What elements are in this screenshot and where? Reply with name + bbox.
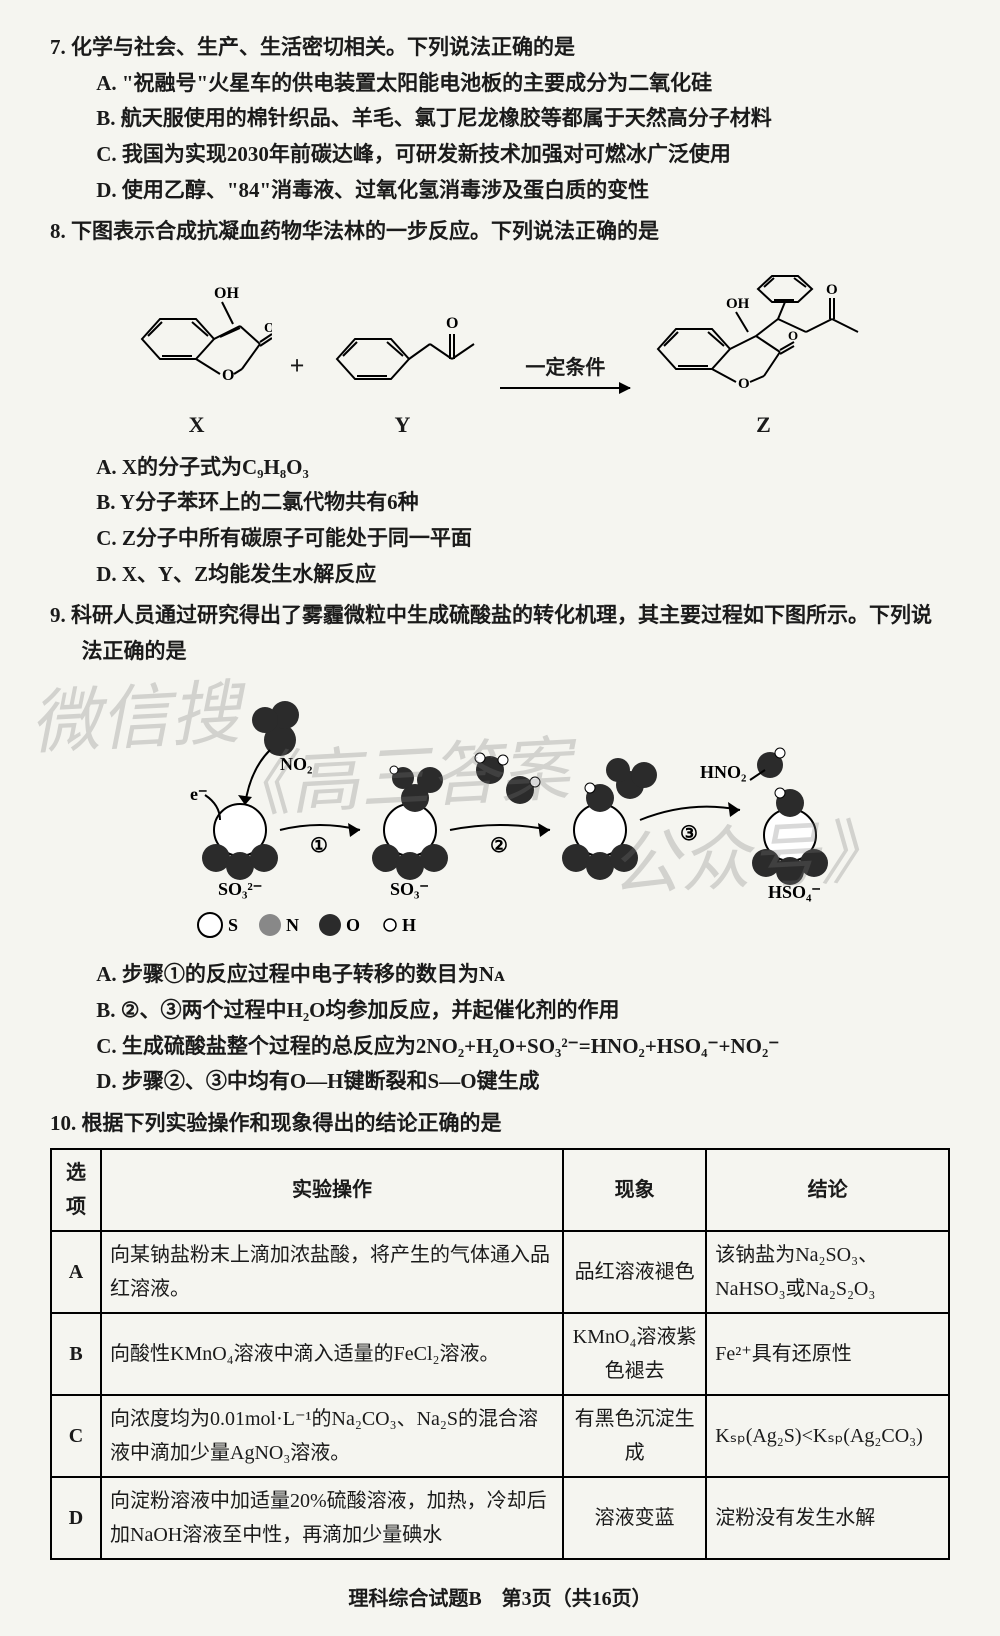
x-label: X bbox=[122, 406, 272, 443]
molecule-z: O O OH O bbox=[648, 264, 878, 443]
svg-text:HSO₄⁻: HSO₄⁻ bbox=[768, 882, 821, 902]
q7-option-b: B. 航天服使用的棉针织品、羊毛、氯丁尼龙橡胶等都属于天然高分子材料 bbox=[50, 101, 950, 137]
q9-stem-text: 科研人员通过研究得出了雾霾微粒中生成硫酸盐的转化机理，其主要过程如下图所示。下列… bbox=[71, 603, 932, 663]
q7-stem: 7. 化学与社会、生产、生活密切相关。下列说法正确的是 bbox=[50, 30, 950, 66]
svg-text:NO₂: NO₂ bbox=[280, 754, 312, 774]
q10-num: 10. bbox=[50, 1111, 76, 1135]
svg-text:O: O bbox=[826, 282, 838, 298]
molecule-y-svg: O bbox=[322, 294, 482, 404]
cell-d-con: 淀粉没有发生水解 bbox=[706, 1477, 949, 1559]
molecule-x-svg: OH O O bbox=[122, 284, 272, 404]
y-label: Y bbox=[322, 406, 482, 443]
svg-text:e⁻: e⁻ bbox=[190, 784, 208, 804]
svg-text:O: O bbox=[222, 367, 234, 384]
q10-stem: 10. 根据下列实验操作和现象得出的结论正确的是 bbox=[50, 1106, 950, 1142]
q8-option-d: D. X、Y、Z均能发生水解反应 bbox=[50, 557, 950, 593]
cell-c-key: C bbox=[51, 1395, 101, 1477]
cell-b-con: Fe²⁺具有还原性 bbox=[706, 1313, 949, 1395]
question-10: 10. 根据下列实验操作和现象得出的结论正确的是 选项 实验操作 现象 结论 A… bbox=[50, 1106, 950, 1560]
cell-d-key: D bbox=[51, 1477, 101, 1559]
cell-c-con: Kₛₚ(Ag₂S)<Kₛₚ(Ag₂CO₃) bbox=[706, 1395, 949, 1477]
q8-option-a: A. X的分子式为C₉H₈O₃ bbox=[50, 450, 950, 486]
q7-option-c: C. 我国为实现2030年前碳达峰，可研发新技术加强对可燃冰广泛使用 bbox=[50, 137, 950, 173]
svg-text:O: O bbox=[264, 321, 272, 336]
svg-text:②: ② bbox=[490, 835, 508, 857]
reaction-arrow: 一定条件 bbox=[500, 351, 630, 444]
q9-option-d: D. 步骤②、③中均有O—H键断裂和S—O键生成 bbox=[50, 1064, 950, 1100]
th-option: 选项 bbox=[51, 1149, 101, 1231]
th-conclusion: 结论 bbox=[706, 1149, 949, 1231]
svg-text:N: N bbox=[286, 915, 299, 935]
cell-b-key: B bbox=[51, 1313, 101, 1395]
svg-text:HNO₂: HNO₂ bbox=[700, 762, 746, 782]
q8-reaction-scheme: OH O O X bbox=[50, 264, 950, 443]
q9-option-c: C. 生成硫酸盐整个过程的总反应为2NO₂+H₂O+SO₃²⁻=HNO₂+HSO… bbox=[50, 1029, 950, 1065]
q9-option-a: A. 步骤①的反应过程中电子转移的数目为Nᴀ bbox=[50, 957, 950, 993]
molecule-x: OH O O X bbox=[122, 284, 272, 443]
svg-text:S: S bbox=[228, 915, 238, 935]
molecule-y: O Y bbox=[322, 294, 482, 443]
svg-text:③: ③ bbox=[680, 823, 698, 845]
q9-mechanism-figure: 微信搜 《高三答案 公众号》 NO₂ e⁻ SO₃²⁻ ① SO₃⁻ bbox=[50, 680, 950, 952]
q7-option-a: A. "祝融号"火星车的供电装置太阳能电池板的主要成分为二氧化硅 bbox=[50, 66, 950, 102]
q8-num: 8. bbox=[50, 219, 66, 243]
q9-option-b: B. ②、③两个过程中H₂O均参加反应，并起催化剂的作用 bbox=[50, 993, 950, 1029]
q7-stem-text: 化学与社会、生产、生活密切相关。下列说法正确的是 bbox=[71, 35, 575, 59]
q8-stem: 8. 下图表示合成抗凝血药物华法林的一步反应。下列说法正确的是 bbox=[50, 214, 950, 250]
svg-text:O: O bbox=[738, 376, 750, 392]
table-header-row: 选项 实验操作 现象 结论 bbox=[51, 1149, 949, 1231]
svg-text:H: H bbox=[402, 915, 416, 935]
q9-stem: 9. 科研人员通过研究得出了雾霾微粒中生成硫酸盐的转化机理，其主要过程如下图所示… bbox=[50, 598, 950, 669]
q8-option-b: B. Y分子苯环上的二氯代物共有6种 bbox=[50, 485, 950, 521]
table-row: B 向酸性KMnO₄溶液中滴入适量的FeCl₂溶液。 KMnO₄溶液紫色褪去 F… bbox=[51, 1313, 949, 1395]
q7-num: 7. bbox=[50, 35, 66, 59]
q9-num: 9. bbox=[50, 603, 66, 627]
cell-d-ph: 溶液变蓝 bbox=[563, 1477, 706, 1559]
q7-option-d: D. 使用乙醇、"84"消毒液、过氧化氢消毒涉及蛋白质的变性 bbox=[50, 173, 950, 209]
th-phenomenon: 现象 bbox=[563, 1149, 706, 1231]
cell-a-key: A bbox=[51, 1231, 101, 1313]
question-9: 9. 科研人员通过研究得出了雾霾微粒中生成硫酸盐的转化机理，其主要过程如下图所示… bbox=[50, 598, 950, 1100]
molecule-z-svg: O O OH O bbox=[648, 264, 878, 404]
question-8: 8. 下图表示合成抗凝血药物华法林的一步反应。下列说法正确的是 OH O bbox=[50, 214, 950, 592]
cell-b-op: 向酸性KMnO₄溶液中滴入适量的FeCl₂溶液。 bbox=[101, 1313, 563, 1395]
cell-a-ph: 品红溶液褪色 bbox=[563, 1231, 706, 1313]
table-row: D 向淀粉溶液中加适量20%硫酸溶液，加热，冷却后加NaOH溶液至中性，再滴加少… bbox=[51, 1477, 949, 1559]
table-row: A 向某钠盐粉末上滴加浓盐酸，将产生的气体通入品红溶液。 品红溶液褪色 该钠盐为… bbox=[51, 1231, 949, 1313]
cell-c-ph: 有黑色沉淀生成 bbox=[563, 1395, 706, 1477]
q10-table: 选项 实验操作 现象 结论 A 向某钠盐粉末上滴加浓盐酸，将产生的气体通入品红溶… bbox=[50, 1148, 950, 1560]
cell-b-ph: KMnO₄溶液紫色褪去 bbox=[563, 1313, 706, 1395]
svg-text:SO₃²⁻: SO₃²⁻ bbox=[218, 879, 262, 899]
cell-a-con: 该钠盐为Na₂SO₃、NaHSO₃或Na₂S₂O₃ bbox=[706, 1231, 949, 1313]
arrow-label: 一定条件 bbox=[500, 351, 630, 385]
svg-text:O: O bbox=[788, 328, 798, 343]
mechanism-svg: NO₂ e⁻ SO₃²⁻ ① SO₃⁻ ② bbox=[120, 680, 880, 940]
question-7: 7. 化学与社会、生产、生活密切相关。下列说法正确的是 A. "祝融号"火星车的… bbox=[50, 30, 950, 208]
page-footer: 理科综合试题B 第3页（共16页） bbox=[50, 1582, 950, 1616]
z-label: Z bbox=[648, 406, 878, 443]
svg-text:O: O bbox=[446, 315, 458, 332]
q8-stem-text: 下图表示合成抗凝血药物华法林的一步反应。下列说法正确的是 bbox=[71, 219, 659, 243]
table-row: C 向浓度均为0.01mol·L⁻¹的Na₂CO₃、Na₂S的混合溶液中滴加少量… bbox=[51, 1395, 949, 1477]
oh-label: OH bbox=[214, 285, 239, 302]
cell-c-op: 向浓度均为0.01mol·L⁻¹的Na₂CO₃、Na₂S的混合溶液中滴加少量Ag… bbox=[101, 1395, 563, 1477]
cell-d-op: 向淀粉溶液中加适量20%硫酸溶液，加热，冷却后加NaOH溶液至中性，再滴加少量碘… bbox=[101, 1477, 563, 1559]
q10-stem-text: 根据下列实验操作和现象得出的结论正确的是 bbox=[82, 1111, 502, 1135]
svg-text:O: O bbox=[346, 915, 360, 935]
plus-sign: + bbox=[290, 344, 305, 443]
cell-a-op: 向某钠盐粉末上滴加浓盐酸，将产生的气体通入品红溶液。 bbox=[101, 1231, 563, 1313]
svg-text:①: ① bbox=[310, 835, 328, 857]
q8-option-c: C. Z分子中所有碳原子可能处于同一平面 bbox=[50, 521, 950, 557]
svg-text:OH: OH bbox=[726, 296, 750, 312]
svg-text:SO₃⁻: SO₃⁻ bbox=[390, 879, 429, 899]
th-operation: 实验操作 bbox=[101, 1149, 563, 1231]
